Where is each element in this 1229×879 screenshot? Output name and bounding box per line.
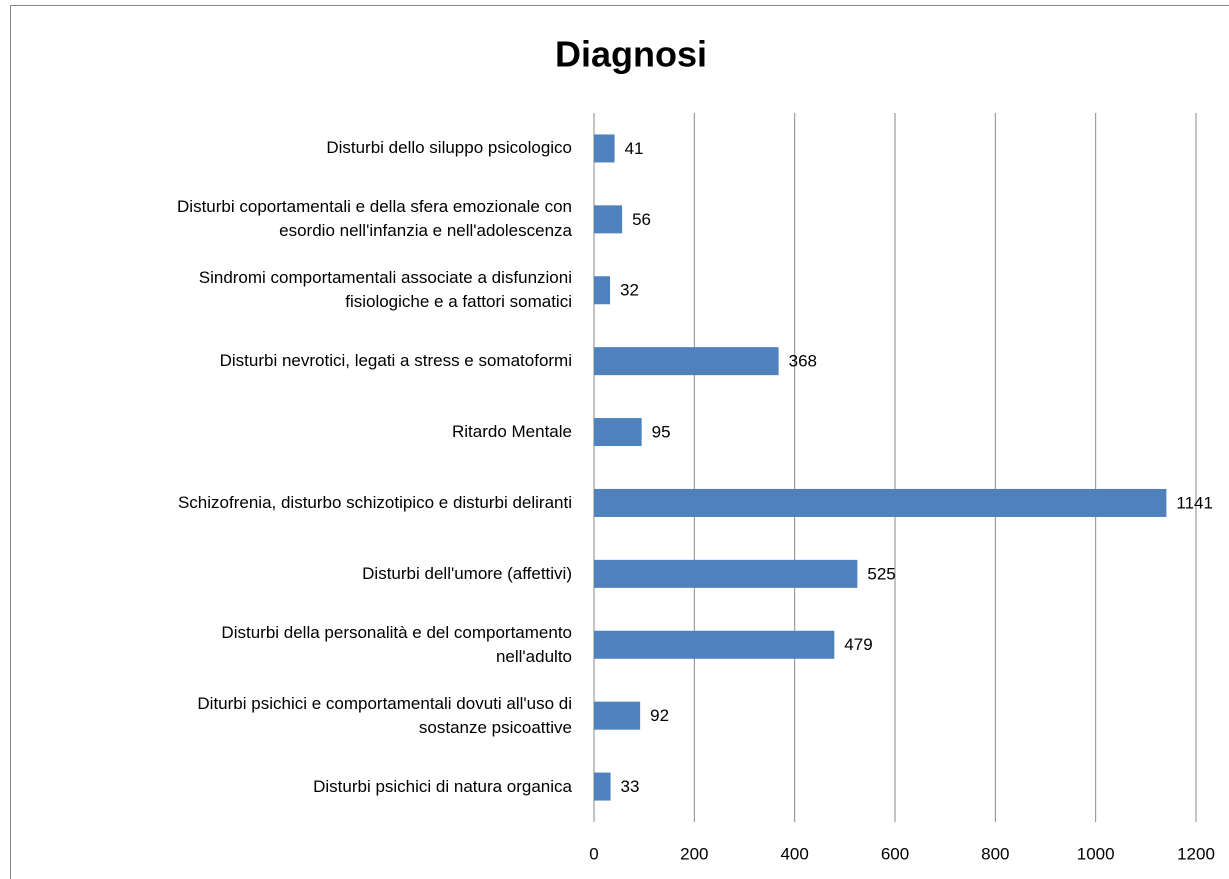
y-tick-label: Ritardo Mentale — [451, 422, 572, 442]
bar — [594, 772, 611, 801]
y-tick-label-box: Disturbi della personalità e del comport… — [221, 622, 572, 666]
value-label: 525 — [867, 564, 895, 583]
bar — [594, 701, 641, 730]
y-tick-label: Disturbi dell'umore (affettivi) — [362, 563, 572, 583]
y-tick-label: Disturbi dello siluppo psicologico — [326, 138, 572, 158]
bar — [594, 418, 642, 447]
x-tick-label: 1000 — [1077, 844, 1115, 863]
y-tick-label-box: Disturbi psichici di natura organica — [313, 776, 572, 796]
y-tick-label-box: Disturbi dello siluppo psicologico — [326, 138, 572, 158]
y-tick-label-box: Schizofrenia, disturbo schizotipico e di… — [177, 492, 572, 512]
value-label: 33 — [621, 777, 640, 796]
value-label: 56 — [632, 210, 651, 229]
bar — [594, 205, 623, 234]
value-label: 41 — [625, 139, 644, 158]
y-tick-label-box: Ritardo Mentale — [451, 422, 572, 442]
y-tick-label: Disturbi psichici di natura organica — [313, 776, 572, 796]
y-tick-label-box: Sindromi comportamentali associate a dis… — [198, 268, 572, 312]
value-label: 479 — [844, 635, 872, 654]
x-tick-label: 1200 — [1177, 844, 1215, 863]
bar — [594, 134, 615, 163]
y-tick-label: Diturbi psichici e comportamentali dovut… — [197, 693, 572, 737]
x-tick-label: 400 — [780, 844, 808, 863]
y-tick-label-box: Diturbi psichici e comportamentali dovut… — [197, 693, 572, 737]
y-tick-label: Sindromi comportamentali associate a dis… — [198, 268, 572, 312]
x-tick-label: 800 — [981, 844, 1009, 863]
y-tick-label-box: Disturbi dell'umore (affettivi) — [362, 563, 572, 583]
bar — [594, 559, 858, 588]
value-label: 92 — [650, 706, 669, 725]
x-tick-label: 600 — [881, 844, 909, 863]
y-tick-label: Disturbi nevrotici, legati a stress e so… — [219, 351, 572, 371]
value-label: 95 — [652, 423, 671, 442]
y-tick-label-box: Disturbi nevrotici, legati a stress e so… — [219, 351, 572, 371]
value-label: 368 — [789, 352, 817, 371]
y-tick-label: Schizofrenia, disturbo schizotipico e di… — [177, 492, 572, 512]
bar — [594, 488, 1167, 517]
value-label: 1141 — [1176, 493, 1213, 512]
y-tick-label: Disturbi coportamentali e della sfera em… — [177, 197, 572, 241]
x-tick-label: 200 — [680, 844, 708, 863]
value-label: 32 — [620, 281, 639, 300]
x-tick-label: 0 — [589, 844, 598, 863]
bar — [594, 347, 779, 376]
y-tick-label-box: Disturbi coportamentali e della sfera em… — [177, 197, 572, 241]
y-tick-label: Disturbi della personalità e del comport… — [221, 622, 572, 666]
bar — [594, 630, 835, 659]
chart-title: Diagnosi — [555, 34, 707, 75]
bar — [594, 276, 611, 305]
